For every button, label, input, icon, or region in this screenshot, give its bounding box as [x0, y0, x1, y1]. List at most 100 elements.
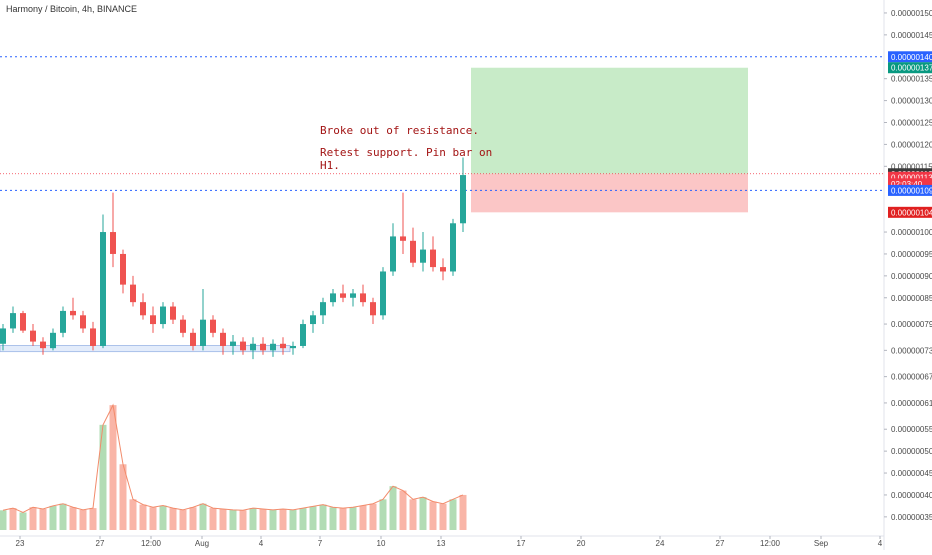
volume-bar — [79, 509, 87, 530]
candle-body — [10, 313, 16, 329]
chart-title: Harmony / Bitcoin, 4h, BINANCE — [6, 4, 137, 14]
price-tick-label: 0.00000085 — [891, 294, 932, 303]
annotation-line-2: Retest support. Pin bar on — [320, 146, 492, 159]
candle-body — [0, 328, 6, 344]
candle-body — [50, 332, 56, 349]
volume-bar — [329, 507, 337, 530]
candle-body — [310, 315, 316, 325]
volume-bar — [269, 509, 277, 530]
candle-body — [140, 302, 146, 316]
time-tick-label: 7 — [318, 539, 323, 548]
time-tick-label: 27 — [716, 539, 725, 548]
candle-body — [400, 236, 406, 241]
candle-body — [60, 310, 66, 333]
price-tick-label: 0.00000079 — [891, 320, 932, 329]
volume-bar — [449, 499, 457, 530]
volume-bar — [69, 507, 77, 530]
candle-body — [300, 324, 306, 346]
volume-bar — [139, 504, 147, 530]
volume-bar — [19, 512, 27, 530]
candle-body — [350, 293, 356, 298]
price-tick-label: 0.00000115 — [891, 162, 932, 171]
time-tick-label: 4 — [259, 539, 264, 548]
candle-body — [30, 330, 36, 342]
price-badge — [888, 178, 932, 190]
time-tick-label: 4 — [878, 539, 883, 548]
time-tick-label: 23 — [16, 539, 25, 548]
candle-body — [70, 310, 76, 316]
volume-bar — [159, 505, 167, 530]
stop-loss-zone — [471, 173, 748, 213]
candle-body — [460, 175, 466, 224]
candle-body — [330, 293, 336, 303]
annotation-line-3: H1. — [320, 159, 340, 172]
candle-body — [380, 271, 386, 316]
price-badge-label: 0.00000140 — [891, 53, 932, 62]
price-badge-label: 0.00000104 — [891, 208, 932, 217]
time-tick-label: 20 — [577, 539, 586, 548]
volume-bar — [249, 508, 257, 530]
volume-bar — [349, 507, 357, 530]
price-tick-label: 0.00000055 — [891, 425, 932, 434]
level-lines — [0, 56, 884, 191]
price-badge — [888, 171, 932, 183]
candle-body — [110, 232, 116, 254]
candle-body — [390, 236, 396, 272]
candle-body — [190, 332, 196, 346]
volume-bar — [299, 508, 307, 530]
candle-body — [320, 302, 326, 316]
volume-bar — [429, 501, 437, 530]
volume-bars — [0, 403, 467, 530]
time-axis[interactable]: 23 27 12:00 Aug 4 7 10 13 17 20 24 27 12:00 Sep 4 — [0, 535, 884, 548]
candle-body — [360, 293, 366, 303]
price-tick-label: 0.00000145 — [891, 31, 932, 40]
candle-body — [280, 343, 286, 349]
volume-bar — [29, 507, 37, 530]
volume-bar — [219, 508, 227, 530]
candle-body — [290, 345, 296, 349]
volume-bar — [409, 499, 417, 530]
time-tick-label: 12:00 — [141, 539, 162, 548]
volume-bar — [119, 464, 127, 530]
price-badge — [888, 62, 932, 74]
price-badge — [888, 206, 932, 218]
volume-bar — [279, 508, 287, 530]
candle-body — [450, 223, 456, 272]
volume-bar — [129, 499, 137, 530]
volume-bar — [0, 510, 7, 530]
volume-bar — [59, 503, 67, 530]
price-tick-label: 0.00000130 — [891, 97, 932, 106]
price-tick-label: 0.00000120 — [891, 140, 932, 149]
volume-bar — [319, 504, 327, 530]
volume-bar — [379, 499, 387, 530]
candle-body — [260, 343, 266, 351]
price-tick-label: 0.00000050 — [891, 447, 932, 456]
candle-body — [340, 293, 346, 298]
price-tick-label: 0.00000035 — [891, 513, 932, 522]
candle-body — [250, 343, 256, 351]
annotation-line-1: Broke out of resistance. — [320, 124, 479, 137]
candle-body — [410, 240, 416, 263]
volume-bar — [179, 509, 187, 530]
time-tick-label: 10 — [377, 539, 386, 548]
volume-bar — [9, 508, 17, 530]
volume-bar — [199, 503, 207, 530]
candle-body — [160, 306, 166, 325]
price-tick-label: 0.00000095 — [891, 250, 932, 259]
candle-body — [440, 267, 446, 272]
time-tick-label: Aug — [195, 539, 209, 548]
price-tick-label: 0.00000067 — [891, 373, 932, 382]
volume-bar — [359, 505, 367, 530]
volume-bar — [49, 505, 57, 530]
price-badge-label: 0.00000113 — [891, 173, 932, 182]
price-badge — [888, 184, 932, 196]
price-badge — [888, 51, 932, 63]
candle-body — [180, 319, 186, 333]
candle-body — [240, 341, 246, 351]
price-tick-label: 0.00000125 — [891, 118, 932, 127]
volume-bar — [459, 494, 467, 530]
price-badge-label: 02:03:40 — [891, 180, 923, 189]
price-axis[interactable]: 0.00000150 0.00000145 0.00000135 0.00000130… — [883, 0, 932, 550]
